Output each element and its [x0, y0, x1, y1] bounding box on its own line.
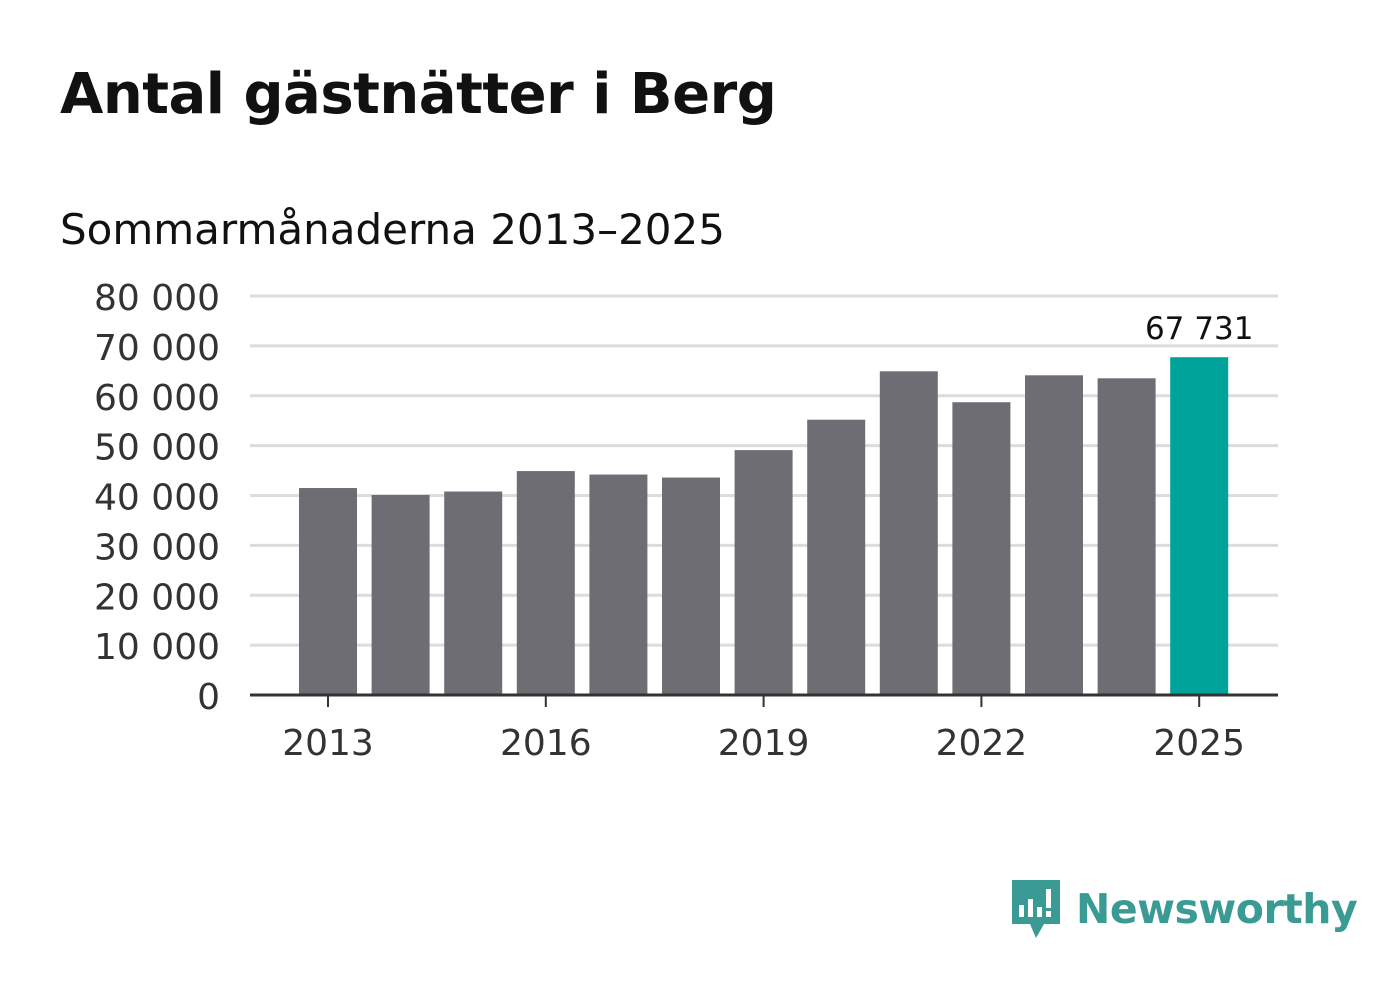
bar-2015: [444, 491, 503, 695]
chart-subtitle: Sommarmånaderna 2013–2025: [60, 205, 725, 254]
bar-2024: [1097, 378, 1156, 695]
y-tick-label: 10 000: [94, 627, 220, 668]
x-axis: 2013 2016 2019 2022 2025: [250, 693, 1278, 764]
bar-2021: [879, 371, 938, 695]
x-tick-label: 2013: [282, 723, 374, 764]
brand-name: Newsworthy: [1076, 885, 1358, 933]
newsworthy-logo-icon: [1012, 880, 1060, 938]
y-tick-label: 60 000: [94, 378, 220, 419]
bars: [299, 357, 1229, 695]
x-tick-label: 2022: [936, 723, 1028, 764]
bar-2014: [371, 495, 430, 695]
y-tick-label: 50 000: [94, 428, 220, 469]
x-tick-label: 2019: [718, 723, 810, 764]
bar-2025: [1170, 357, 1229, 695]
y-tick-label: 30 000: [94, 527, 220, 568]
bar-2023: [1025, 375, 1083, 695]
bar-2018: [662, 477, 720, 695]
y-axis-tick-labels: 0 10 000 20 000 30 000 40 000 50 000 60 000 70 …: [94, 278, 220, 718]
y-tick-label: 0: [197, 677, 220, 718]
bar-2013: [299, 488, 357, 695]
x-tick-label: 2025: [1153, 723, 1245, 764]
bar-2019: [734, 450, 793, 695]
bar-2016: [516, 471, 575, 695]
bar-2020: [807, 419, 866, 695]
y-tick-label: 20 000: [94, 577, 220, 618]
y-tick-label: 40 000: [94, 478, 220, 519]
y-tick-label: 70 000: [94, 328, 220, 369]
chart-title: Antal gästnätter i Berg: [60, 62, 777, 127]
data-labels: 67 731: [1145, 311, 1253, 347]
bar-2017: [589, 474, 648, 695]
brand-logo: Newsworthy: [1010, 878, 1358, 940]
data-label: 67 731: [1145, 311, 1253, 347]
y-tick-label: 80 000: [94, 278, 220, 319]
bar-2022: [952, 402, 1011, 695]
x-tick-label: 2016: [500, 723, 592, 764]
